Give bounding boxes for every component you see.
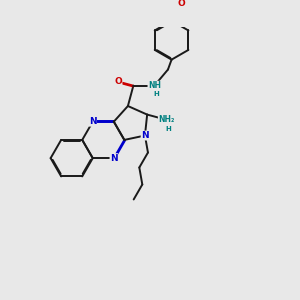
Text: H: H: [165, 126, 171, 132]
Text: NH: NH: [148, 81, 161, 90]
Text: N: N: [89, 117, 97, 126]
Text: O: O: [177, 0, 185, 8]
Text: O: O: [114, 77, 122, 86]
Text: H: H: [153, 91, 159, 97]
Text: NH₂: NH₂: [158, 115, 175, 124]
Text: N: N: [110, 154, 118, 163]
Text: N: N: [141, 131, 149, 140]
